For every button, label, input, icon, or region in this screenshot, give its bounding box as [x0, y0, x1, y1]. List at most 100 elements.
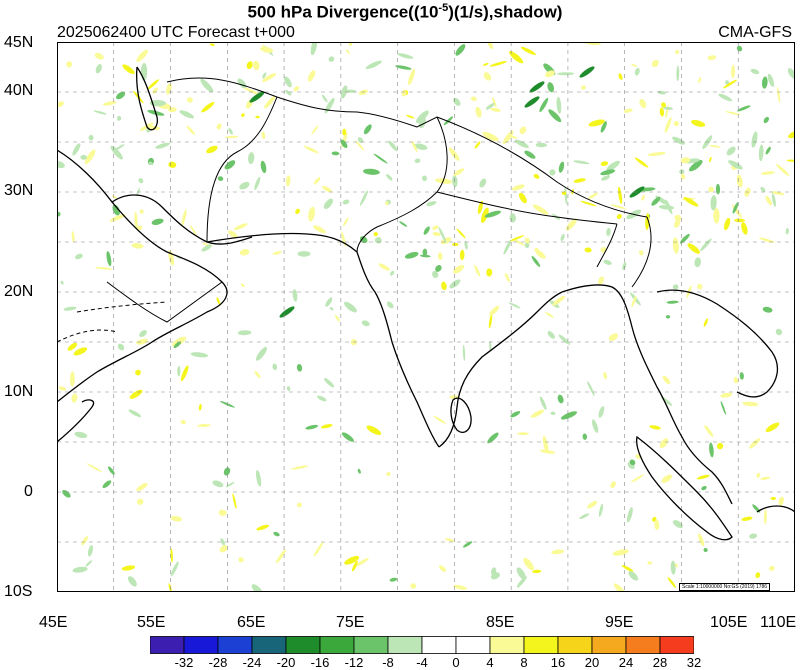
colorbar-box: [421, 636, 457, 654]
divergence-patch: [356, 557, 369, 567]
divergence-patch: [88, 134, 94, 141]
divergence-patch: [598, 503, 604, 517]
divergence-patch: [765, 146, 771, 155]
divergence-patch: [303, 145, 319, 154]
divergence-patch: [395, 65, 412, 70]
divergence-patch: [237, 330, 252, 336]
divergence-patch: [481, 207, 489, 223]
divergence-patch: [584, 247, 592, 253]
divergence-patch: [139, 330, 147, 338]
divergence-patch: [401, 89, 407, 97]
divergence-patch: [459, 249, 465, 261]
divergence-patch: [136, 483, 148, 492]
colorbar-box: [251, 636, 287, 654]
map-frame: [57, 42, 795, 592]
divergence-patch: [689, 160, 703, 172]
strong-convergence-patch: [249, 91, 265, 103]
divergence-patch: [516, 567, 526, 580]
divergence-patch: [618, 73, 623, 80]
divergence-patch: [115, 144, 125, 151]
colorbar-box: [489, 636, 525, 654]
divergence-patch: [351, 560, 358, 572]
divergence-patch: [284, 76, 292, 88]
divergence-patch: [725, 111, 741, 116]
divergence-patch: [260, 160, 267, 174]
divergence-patch: [647, 151, 666, 157]
divergence-patch: [373, 231, 378, 237]
divergence-patch: [661, 474, 673, 484]
colorbar-label: 28: [652, 655, 668, 670]
lat-label-10n: 10N: [4, 383, 34, 400]
divergence-patch: [535, 249, 546, 259]
divergence-patch: [373, 153, 388, 164]
divergence-patch: [532, 569, 542, 574]
divergence-patch: [136, 225, 143, 231]
divergence-patch: [763, 116, 769, 124]
divergence-patch: [128, 409, 142, 418]
divergence-patch: [479, 178, 487, 188]
divergence-patch: [707, 55, 717, 60]
divergence-patch: [713, 207, 720, 224]
divergence-patch: [342, 199, 350, 205]
divergence-patch: [361, 320, 370, 327]
divergence-patch: [676, 65, 680, 82]
divergence-patch: [385, 201, 389, 206]
divergence-patch: [432, 225, 439, 230]
divergence-patch: [286, 386, 291, 392]
divergence-patch: [363, 168, 380, 175]
divergence-patch: [588, 119, 605, 127]
divergence-patch: [439, 565, 447, 572]
divergence-patch: [623, 108, 633, 113]
divergence-patch: [453, 584, 467, 590]
divergence-patch: [664, 117, 672, 133]
lon-label-45e: 45E: [39, 614, 68, 631]
divergence-patch: [598, 406, 605, 418]
divergence-patch: [703, 318, 708, 327]
divergence-patch: [127, 576, 137, 587]
divergence-patch: [340, 139, 348, 149]
colorbar-label: -28: [208, 655, 228, 670]
colorbar-label: 20: [584, 655, 600, 670]
divergence-patch: [139, 209, 144, 214]
divergence-patch: [603, 372, 608, 380]
divergence-patch: [492, 97, 497, 108]
divergence-patch: [580, 200, 597, 207]
india-east-coastline: [438, 291, 563, 448]
divergence-patch: [449, 279, 461, 289]
divergence-patch: [66, 61, 73, 68]
divergence-patch: [770, 496, 776, 501]
divergence-patch: [355, 140, 365, 151]
divergence-patch: [776, 163, 790, 177]
divergence-patch: [760, 476, 771, 480]
divergence-patch: [680, 173, 686, 180]
divergence-patch: [673, 120, 679, 127]
divergence-patch: [510, 411, 521, 418]
divergence-patch: [388, 140, 398, 152]
divergence-patch: [116, 91, 126, 100]
divergence-patch: [504, 272, 511, 283]
divergence-patch: [168, 107, 177, 113]
colorbar-box: [183, 636, 219, 654]
colorbar-box: [150, 636, 185, 654]
divergence-patch: [701, 485, 707, 491]
divergence-patch: [697, 283, 703, 290]
divergence-patch: [511, 184, 525, 191]
divergence-patch: [530, 409, 544, 418]
divergence-patch: [601, 175, 611, 181]
divergence-patch: [256, 524, 270, 531]
divergence-patch: [542, 435, 549, 453]
divergence-patch: [587, 500, 598, 509]
lat-label-20n: 20N: [4, 283, 34, 300]
divergence-patch: [399, 221, 408, 227]
divergence-patch: [551, 549, 565, 555]
divergence-patch: [608, 333, 619, 341]
colorbar-box: [523, 636, 559, 654]
divergence-patch: [102, 101, 117, 106]
divergence-patch: [639, 250, 644, 256]
divergence-patch: [680, 233, 690, 244]
divergence-patch: [201, 101, 215, 113]
divergence-patch: [659, 438, 669, 449]
divergence-patch: [674, 214, 682, 222]
divergence-patch: [477, 200, 484, 215]
country-borders: [106, 77, 652, 323]
